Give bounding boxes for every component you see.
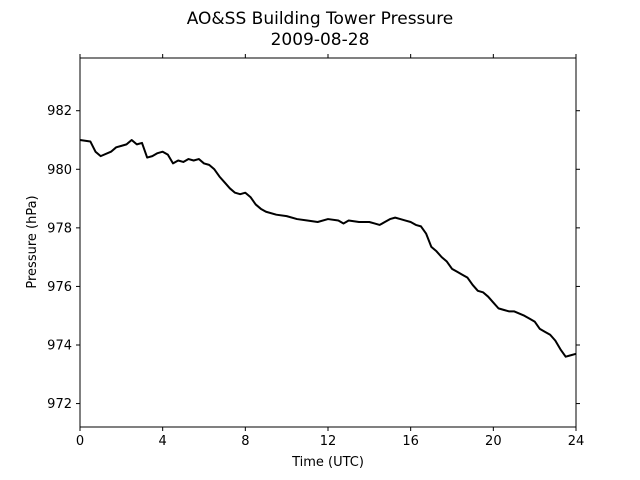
x-tick-label: 24 (568, 434, 585, 449)
plot-frame (79, 57, 577, 428)
y-tick-label: 982 (47, 104, 72, 119)
x-tick-label: 16 (402, 434, 419, 449)
series-group (79, 139, 577, 358)
y-axis-label: Pressure (hPa) (25, 195, 40, 288)
y-tick-label: 976 (47, 280, 72, 295)
x-tick-label: 8 (241, 434, 249, 449)
x-tick-label: 4 (159, 434, 167, 449)
y-tick-label: 972 (47, 397, 72, 412)
x-tick-label: 12 (320, 434, 337, 449)
chart-title: AO&SS Building Tower Pressure (187, 9, 454, 29)
plot-area (80, 58, 576, 427)
x-axis: 0 4 8 12 16 20 24 (76, 54, 584, 449)
chart-subtitle: 2009-08-28 (271, 30, 370, 50)
y-tick-label: 974 (47, 339, 72, 354)
x-tick-label: 0 (76, 434, 84, 449)
x-tick-label: 20 (485, 434, 502, 449)
y-tick-label: 978 (47, 221, 72, 236)
x-axis-label: Time (UTC) (291, 455, 364, 470)
y-axis: 972 974 976 978 980 982 (47, 104, 580, 412)
y-tick-label: 980 (47, 163, 72, 178)
pressure-line (79, 139, 577, 358)
